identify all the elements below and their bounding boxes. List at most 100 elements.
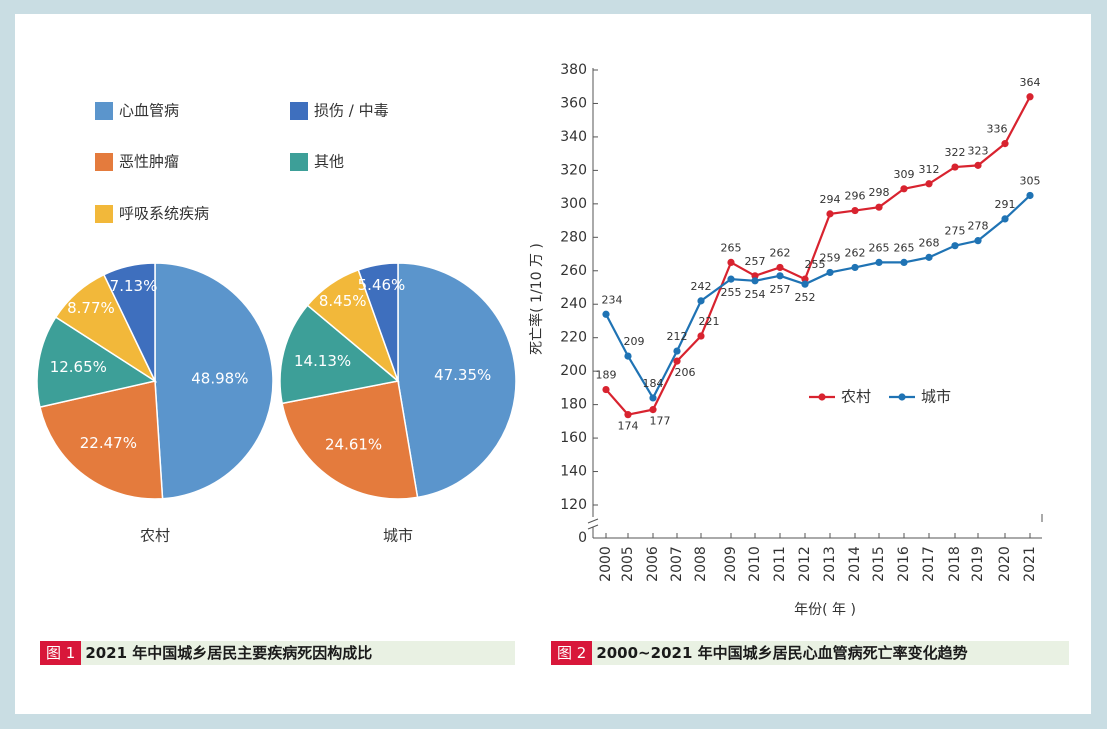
y-tick-label: 380 (560, 62, 587, 78)
data-label-urban: 291 (995, 198, 1016, 211)
x-tick-label: 2020 (997, 546, 1013, 582)
x-tick-label: 2005 (620, 546, 636, 582)
legend2-label-urban: 城市 (921, 388, 951, 406)
data-label-urban: 275 (945, 225, 966, 238)
data-point-urban (851, 263, 859, 272)
data-label-rural: 174 (618, 420, 639, 433)
data-label-urban: 278 (968, 220, 989, 233)
data-label-rural: 309 (894, 168, 915, 181)
data-label-rural: 262 (770, 246, 791, 259)
data-point-rural (624, 411, 632, 419)
legend-swatch-injury (290, 102, 308, 120)
data-point-rural (727, 258, 735, 267)
data-label-rural: 265 (721, 241, 742, 254)
y-tick-label: 320 (560, 162, 587, 178)
caption-2-tag: 图 2 (551, 641, 593, 665)
legend-label-injury: 损伤 / 中毒 (314, 102, 389, 120)
y-tick-label: 200 (560, 363, 587, 379)
data-point-urban (801, 280, 809, 288)
legend2-marker-rural (818, 393, 826, 401)
data-point-rural (925, 180, 933, 188)
data-point-rural (851, 206, 859, 215)
caption-1-text: 2021 年中国城乡居民主要疾病死因构成比 (85, 644, 373, 662)
pie-slice-tumor (281, 380, 419, 500)
data-label-urban: 257 (770, 283, 791, 296)
data-point-rural (1026, 93, 1034, 101)
pie-slice-injury (102, 262, 156, 382)
legend-label-cardio: 心血管病 (119, 102, 179, 120)
data-point-rural (1001, 140, 1009, 148)
legend-swatch-other (290, 153, 308, 171)
data-label-urban: 262 (845, 246, 866, 259)
series-line-urban (605, 194, 1031, 401)
data-point-rural (649, 406, 657, 414)
caption-1-tag: 图 1 (40, 641, 82, 665)
data-label-rural: 221 (699, 315, 720, 328)
data-label-rural: 312 (919, 163, 940, 176)
x-axis-title: 年份( 年 ) (794, 602, 856, 618)
series-rural (602, 93, 1034, 419)
x-tick-label: 2018 (947, 546, 963, 582)
y-tick-label: 300 (560, 196, 587, 212)
data-point-urban (925, 253, 933, 261)
pie-label-other: 14.13% (294, 352, 351, 370)
pie-urban: 47.35% 24.61% 14.13% 8.45%5.46% 城市 (279, 262, 517, 545)
data-label-rural: 257 (745, 255, 766, 268)
y-tick-label: 340 (560, 129, 587, 145)
data-point-urban (727, 275, 735, 283)
data-point-rural (776, 263, 784, 272)
y-tick-label: 180 (560, 397, 587, 413)
data-label-rural: 323 (968, 144, 989, 157)
data-label-urban: 184 (643, 377, 664, 390)
legend-swatch-tumor (95, 153, 113, 171)
y-tick-label: 160 (560, 430, 587, 446)
pie-label-cardio: 48.98% (191, 369, 248, 387)
data-point-rural (751, 272, 759, 280)
x-tick-label: 2009 (723, 546, 739, 582)
x-tick-label: 2006 (645, 546, 661, 582)
pie-label-cardio: 47.35% (434, 366, 491, 384)
legend-label-resp: 呼吸系统疾病 (119, 205, 209, 223)
caption-1: 图 1 2021 年中国城乡居民主要疾病死因构成比 (40, 641, 515, 665)
axis-break-mark (587, 518, 599, 530)
data-label-urban: 252 (795, 291, 816, 304)
y-tick-label: 240 (560, 296, 587, 312)
data-point-urban (624, 352, 632, 360)
data-point-rural (673, 357, 681, 365)
x-tick-label: 2000 (598, 546, 614, 582)
y-tick-label: 280 (560, 229, 587, 245)
x-tick-label: 2016 (896, 546, 912, 582)
pie-slice-tumor (39, 380, 164, 500)
x-tick-label: 2017 (921, 546, 937, 582)
x-tick-label: 2013 (822, 546, 838, 582)
pie-slice-cardio (154, 262, 274, 500)
pie-label-resp: 8.45% (319, 292, 367, 310)
data-label-urban: 234 (602, 293, 623, 306)
pie-label-tumor: 24.61% (325, 435, 382, 453)
data-label-rural: 364 (1020, 76, 1041, 89)
caption-2: 图 2 2000~2021 年中国城乡居民心血管病死亡率变化趋势 (551, 641, 1069, 665)
data-point-urban (951, 242, 959, 250)
data-label-rural: 322 (945, 146, 966, 159)
data-label-rural: 189 (596, 369, 617, 382)
data-point-urban (776, 272, 784, 280)
data-label-urban: 268 (919, 236, 940, 249)
data-label-urban: 254 (745, 288, 766, 301)
data-label-rural: 298 (869, 186, 890, 199)
pie-title: 城市 (383, 527, 413, 545)
data-point-rural (974, 161, 982, 169)
data-point-rural (951, 163, 959, 171)
data-label-urban: 305 (1020, 174, 1041, 187)
legend-label-other: 其他 (314, 153, 344, 171)
legend-swatch-cardio (95, 102, 113, 120)
pie-label-injury: 5.46% (358, 276, 406, 294)
data-label-rural: 294 (820, 193, 841, 206)
data-point-urban (826, 268, 834, 277)
data-label-urban: 259 (820, 251, 841, 264)
data-label-urban: 265 (869, 241, 890, 254)
x-tick-label: 2019 (970, 546, 986, 582)
caption-2-text: 2000~2021 年中国城乡居民心血管病死亡率变化趋势 (596, 644, 968, 662)
x-tick-label: 2021 (1022, 546, 1038, 582)
y-tick-label: 260 (560, 263, 587, 279)
